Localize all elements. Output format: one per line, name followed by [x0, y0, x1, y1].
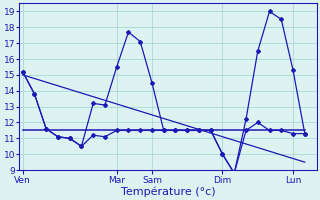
X-axis label: Température (°c): Température (°c): [121, 186, 215, 197]
